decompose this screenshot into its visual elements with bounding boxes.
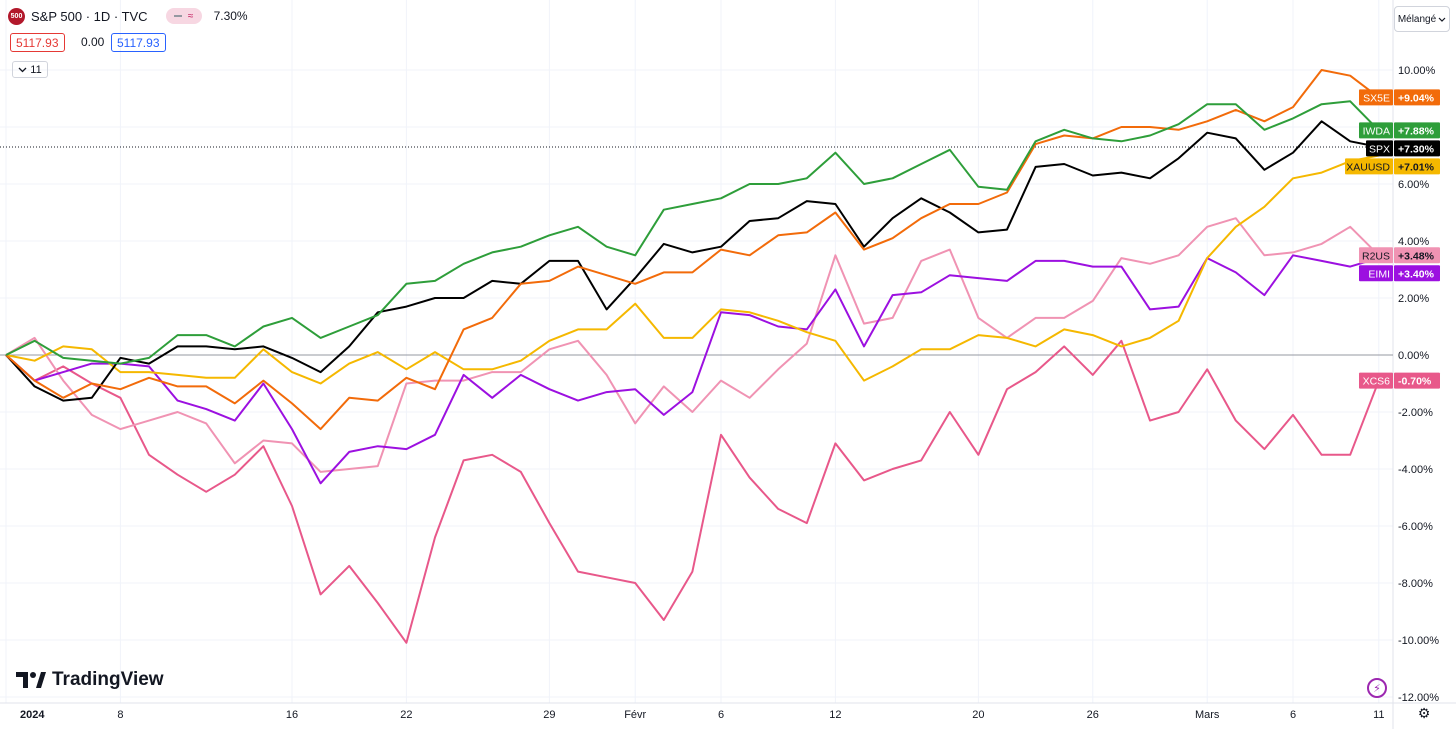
tradingview-logo[interactable]: TradingView [16,669,164,691]
spread-value: 0.00 [81,35,105,49]
series-label-xauusd: XAUUSD +7.01% [1345,158,1440,175]
x-tick-label: Mars [1195,709,1220,721]
indicators-count: 11 [30,63,42,76]
price-axis[interactable]: 10.00%8.00%6.00%4.00%2.00%0.00%-2.00%-4.… [1398,65,1439,704]
x-tick-label: 2024 [20,709,45,721]
chevron-down-icon [1438,17,1446,22]
sell-price-button[interactable]: 5117.93 [10,33,65,52]
series-label-r2us: R2US +3.48% [1359,247,1440,264]
series-name-tag [1359,122,1393,139]
chart-series-lines [5,69,1380,644]
x-tick-label: 6 [1290,709,1296,721]
series-line-iwda [5,100,1380,365]
series-line-xcs6 [5,339,1380,644]
symbol-logo: 500 [8,7,25,25]
chevron-down-icon [18,67,27,72]
dash-icon [173,15,182,17]
series-name-tag [1359,89,1393,106]
series-name-text: EIMI [1368,268,1390,280]
x-tick-label: 12 [829,709,841,721]
x-tick-label: 8 [117,709,123,721]
series-label-spx: SPX +7.30% [1366,140,1440,157]
series-value-tag [1394,89,1440,106]
approx-icon: ≈ [187,10,194,22]
symbol-header: 500 S&P 500 · 1D · TVC ≈ 7.30% [8,6,248,26]
series-value-tag [1394,140,1440,157]
y-tick-label: -8.00% [1398,578,1433,590]
x-tick-label: 16 [286,709,298,721]
compare-toggle[interactable]: ≈ [165,8,202,24]
series-name-text: XAUUSD [1346,161,1390,173]
series-value-text: +9.04% [1398,92,1435,104]
series-value-tag [1394,122,1440,139]
series-labels: SX5E +9.04% IWDA +7.88% SPX +7.30% XAUUSD +7.01… [1345,89,1440,389]
series-name-text: SPX [1369,143,1390,155]
series-label-eimi: EIMI +3.40% [1359,265,1440,282]
symbol-title[interactable]: S&P 500 · 1D · TVC [31,8,148,24]
series-value-tag [1394,372,1440,389]
gear-icon[interactable]: ⚙ [1417,704,1431,721]
y-tick-label: 4.00% [1398,236,1429,248]
series-name-tag [1359,247,1393,264]
x-tick-label: 29 [543,709,555,721]
series-name-tag [1359,265,1393,282]
series-value-text: +3.40% [1398,268,1435,280]
series-value-tag [1394,158,1440,175]
symbol-change-pct: 7.30% [213,9,248,23]
series-line-xauusd [5,154,1379,385]
scale-mode-button[interactable]: Mélangé [1394,6,1450,32]
series-value-text: -0.70% [1398,376,1432,388]
series-line-eimi [5,254,1380,485]
y-tick-label: -4.00% [1398,464,1433,476]
lightning-icon[interactable]: ⚡ [1367,678,1387,698]
series-value-tag [1394,247,1440,264]
y-tick-label: -10.00% [1398,635,1439,647]
x-tick-label: 22 [400,709,412,721]
series-name-text: R2US [1362,250,1390,262]
series-label-sx5e: SX5E +9.04% [1359,89,1440,106]
tradingview-mark-icon [16,672,46,688]
indicators-collapse-button[interactable]: 11 [12,61,48,78]
series-name-text: SX5E [1363,92,1390,104]
buy-price-button[interactable]: 5117.93 [111,33,166,52]
x-tick-label: 20 [972,709,984,721]
y-tick-label: 0.00% [1398,350,1429,362]
series-line-spx [5,120,1379,402]
series-value-text: +7.88% [1398,125,1435,137]
series-name-text: XCS6 [1363,376,1391,388]
series-label-xcs6: XCS6 -0.70% [1359,372,1440,389]
series-value-text: +7.01% [1398,161,1435,173]
x-tick-label: 26 [1087,709,1099,721]
y-tick-label: -12.00% [1398,692,1439,704]
y-tick-label: 2.00% [1398,293,1429,305]
series-value-text: +3.48% [1398,250,1435,262]
series-name-tag [1359,372,1393,389]
x-tick-label: Févr [624,709,646,721]
series-line-sx5e [5,69,1380,431]
y-tick-label: 10.00% [1398,65,1436,77]
brand-name: TradingView [52,669,164,690]
series-value-tag [1394,265,1440,282]
y-tick-label: -6.00% [1398,521,1433,533]
scale-mode-label: Mélangé [1397,13,1437,25]
series-line-r2us [5,217,1380,473]
series-name-tag [1345,158,1393,175]
series-label-iwda: IWDA +7.88% [1359,122,1440,139]
series-name-text: IWDA [1363,125,1390,137]
series-name-tag [1366,140,1393,157]
y-tick-label: -2.00% [1398,407,1433,419]
time-axis[interactable]: 2024 8 16 22 29 Févr 6 12 20 26 Mars 6 11 [20,709,1385,721]
series-value-text: +7.30% [1398,143,1435,155]
x-tick-label: 11 [1373,709,1384,721]
y-tick-label: 6.00% [1398,179,1429,191]
x-tick-label: 6 [718,709,724,721]
